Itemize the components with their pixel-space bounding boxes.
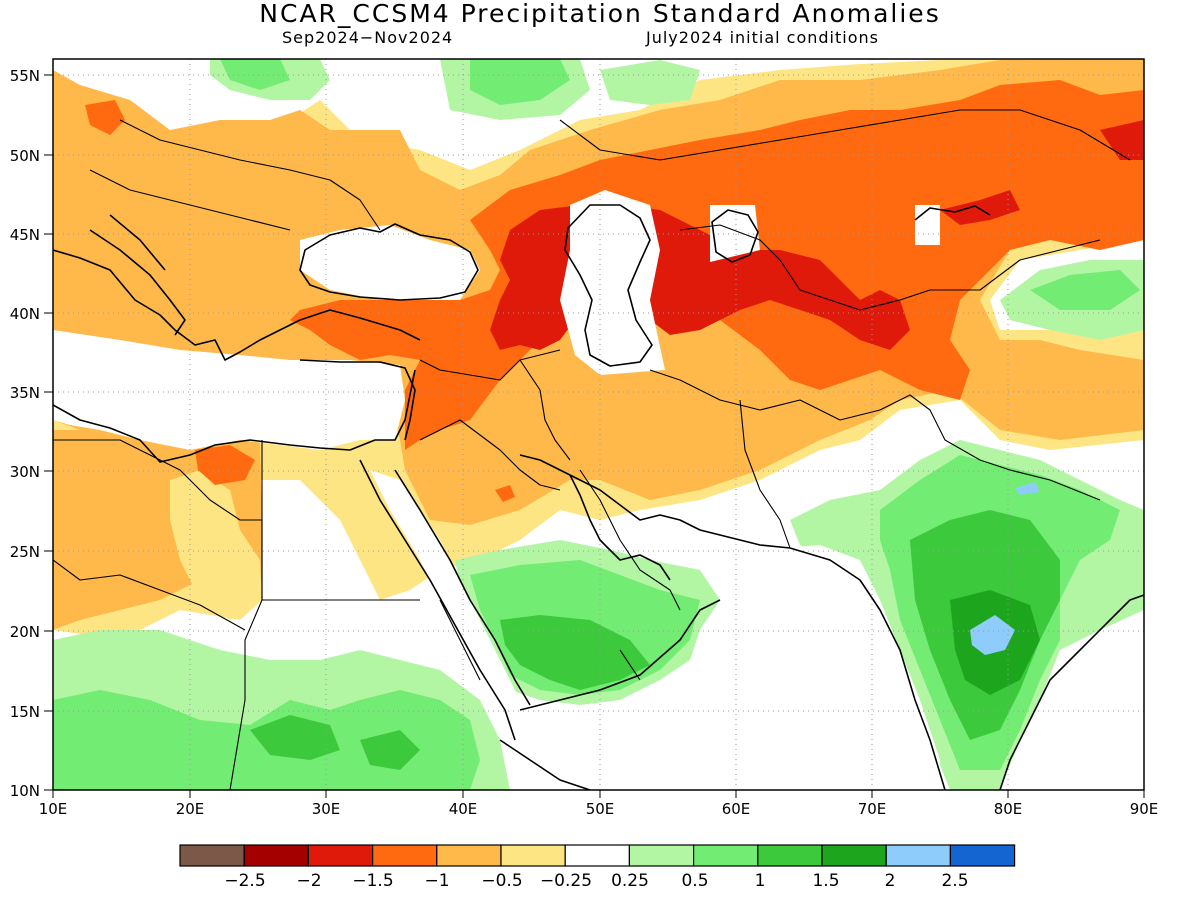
lat-label: 20N [10, 623, 40, 641]
lon-label: 80E [994, 800, 1023, 818]
lat-label: 55N [10, 67, 40, 85]
colorbar-label: −2.5 [224, 871, 265, 891]
latitude-ticks [44, 74, 53, 791]
colorbar-swatch [821, 844, 887, 867]
colorbar-swatch [885, 844, 952, 867]
lon-label: 20E [176, 800, 205, 818]
wet-field-arabia-strong [500, 615, 650, 690]
lat-label: 45N [10, 226, 40, 244]
colorbar-swatch [949, 844, 1016, 867]
wet-field-russia-med [220, 59, 570, 105]
lat-label: 15N [10, 703, 40, 721]
wet-field-africa-strong [250, 715, 420, 770]
colorbar-label: −0.5 [481, 871, 522, 891]
colorbar-labels: −2.5 −2 −1.5 −1 −0.5 −0.25 0.25 0.5 1 1.… [224, 871, 968, 891]
colorbar-swatch [564, 844, 631, 867]
neutral-black-sea [300, 225, 480, 300]
lat-label: 50N [10, 147, 40, 165]
lat-label: 35N [10, 384, 40, 402]
lon-label: 70E [858, 800, 887, 818]
lat-label: 25N [10, 543, 40, 561]
colorbar-label: 0.25 [611, 871, 649, 891]
lon-label: 90E [1130, 800, 1159, 818]
latitude-labels: 55N 50N 45N 40N 35N 30N 25N 20N 15N 10N [10, 67, 40, 800]
dry-field-red [490, 120, 1144, 350]
wet-field-nepal-blue [1015, 482, 1040, 495]
neutral-aral [710, 205, 760, 262]
season-subtitle: Sep2024−Nov2024 [282, 28, 454, 47]
longitude-ticks [52, 790, 1145, 798]
colorbar-label: −2 [296, 871, 321, 891]
lon-label: 60E [722, 800, 751, 818]
lat-label: 10N [10, 782, 40, 800]
colorbar-label: −1.5 [352, 871, 393, 891]
map-frame [52, 58, 1145, 791]
colorbar-label: 2.5 [941, 871, 968, 891]
map-title: NCAR_CCSM4 Precipitation Standard Anomal… [259, 0, 941, 28]
colorbar-label: 1.5 [812, 871, 839, 891]
coastlines [53, 204, 1144, 790]
graticule [53, 59, 1144, 790]
colorbar-swatch [500, 844, 566, 867]
lon-label: 30E [312, 800, 341, 818]
colorbar-label: 0.5 [681, 871, 708, 891]
neutral-mediterranean [53, 330, 405, 450]
colorbar-swatch [243, 844, 309, 867]
colorbar [179, 844, 1016, 867]
colorbar-label: −1 [424, 871, 449, 891]
dry-field-africa-yellow [170, 470, 262, 620]
anomaly-fields [53, 59, 1144, 790]
dry-patch-libya [195, 445, 255, 485]
longitude-labels: 10E 20E 30E 40E 50E 60E 70E 80E 90E [39, 800, 1159, 818]
colorbar-swatch [179, 844, 245, 867]
neutral-arabian-sea [600, 545, 940, 790]
colorbar-swatch [757, 844, 823, 867]
colorbar-swatch [372, 844, 438, 867]
colorbar-label: −0.25 [540, 871, 592, 891]
neutral-caspian [560, 190, 665, 375]
colorbar-swatch [307, 844, 374, 867]
neutral-red-sea [370, 470, 520, 705]
dry-patch-europe [85, 100, 125, 135]
colorbar-label: 1 [755, 871, 766, 891]
initial-conditions-subtitle: July2024 initial conditions [646, 28, 879, 47]
lon-label: 40E [449, 800, 478, 818]
colorbar-swatch [436, 844, 502, 867]
lon-label: 10E [39, 800, 68, 818]
wet-field-china-med [1030, 270, 1140, 310]
lat-label: 30N [10, 463, 40, 481]
colorbar-label: 2 [885, 871, 896, 891]
colorbar-swatch [692, 844, 759, 867]
wet-field-russia [210, 59, 700, 120]
political-borders [53, 109, 1131, 790]
wet-field-india-blue [970, 615, 1015, 655]
lon-label: 50E [586, 800, 615, 818]
dry-patch-iraq [495, 485, 515, 502]
lat-label: 40N [10, 305, 40, 323]
colorbar-swatch [628, 844, 695, 867]
